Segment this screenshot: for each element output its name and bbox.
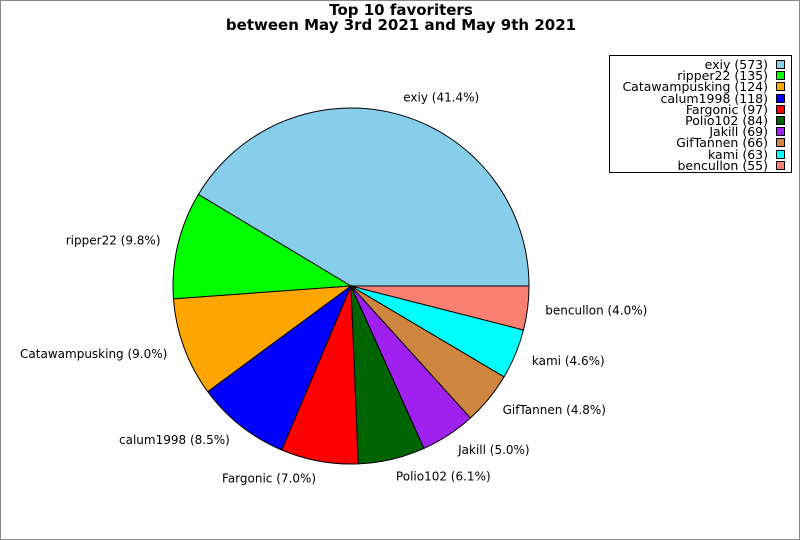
legend-item-jakill: Jakill (69) bbox=[610, 124, 785, 140]
legend: exiy (573) ripper22 (135) Catawampusking (… bbox=[609, 55, 792, 173]
legend-label: exiy (573) bbox=[704, 57, 768, 73]
slice-label-fargonic: Fargonic (7.0%) bbox=[222, 472, 316, 486]
slice-label-jakill: Jakill (5.0%) bbox=[457, 443, 530, 457]
pie-slice-bencullon bbox=[350, 285, 530, 331]
legend-item-kami: kami (63) bbox=[610, 146, 785, 162]
slice-label-ripper22: ripper22 (9.8%) bbox=[66, 234, 161, 248]
legend-label: GifTannen (66) bbox=[676, 135, 768, 151]
chart-title-line-2: between May 3rd 2021 and May 9th 2021 bbox=[225, 16, 577, 34]
legend-swatch bbox=[776, 93, 785, 103]
slice-label-bencullon: bencullon (4.0%) bbox=[545, 303, 647, 317]
slice-label-exiy: exiy (41.4%) bbox=[403, 90, 479, 104]
legend-item-ripper22: ripper22 (135) bbox=[610, 68, 785, 84]
chart-title: Top 10 favoriters between May 3rd 2021 a… bbox=[1, 1, 799, 34]
slice-label-polio102: Polio102 (6.1%) bbox=[396, 470, 491, 484]
pie-slice-ripper22 bbox=[172, 193, 353, 300]
legend-label: Catawampusking (124) bbox=[622, 79, 768, 95]
chart-title-line-1: Top 10 favoriters bbox=[329, 1, 473, 19]
legend-swatch bbox=[776, 104, 785, 114]
legend-item-catawampusking: Catawampusking (124) bbox=[610, 79, 785, 95]
pie-slice-catawampusking bbox=[172, 285, 353, 393]
legend-swatch bbox=[776, 149, 785, 159]
slice-label-giftannen: GifTannen (4.8%) bbox=[503, 403, 606, 417]
legend-swatch bbox=[776, 127, 785, 137]
legend-label: Fargonic (97) bbox=[685, 101, 768, 117]
legend-swatch bbox=[776, 138, 785, 148]
slice-label-catawampusking: Catawampusking (9.0%) bbox=[20, 347, 167, 361]
slice-label-kami: kami (4.6%) bbox=[532, 354, 605, 368]
legend-swatch bbox=[776, 160, 785, 170]
legend-item-bencullon: bencullon (55) bbox=[610, 157, 785, 173]
pie-slice-calum1998 bbox=[207, 284, 353, 451]
legend-label: ripper22 (135) bbox=[677, 68, 768, 84]
legend-label: kami (63) bbox=[708, 146, 768, 162]
legend-item-exiy: exiy (573) bbox=[610, 57, 785, 73]
legend-swatch bbox=[776, 60, 785, 70]
legend-item-calum1998: calum1998 (118) bbox=[610, 90, 785, 106]
pie-slice-exiy bbox=[197, 107, 530, 287]
legend-swatch bbox=[776, 71, 785, 81]
legend-item-fargonic: Fargonic (97) bbox=[610, 101, 785, 117]
legend-item-giftannen: GifTannen (66) bbox=[610, 135, 785, 151]
legend-label: Jakill (69) bbox=[709, 124, 768, 140]
legend-label: Polio102 (84) bbox=[685, 113, 768, 129]
slice-label-calum1998: calum1998 (8.5%) bbox=[119, 433, 230, 447]
legend-swatch bbox=[776, 82, 785, 92]
legend-swatch bbox=[776, 116, 785, 126]
legend-label: calum1998 (118) bbox=[660, 90, 768, 106]
legend-label: bencullon (55) bbox=[677, 157, 769, 173]
legend-item-polio102: Polio102 (84) bbox=[610, 113, 785, 129]
